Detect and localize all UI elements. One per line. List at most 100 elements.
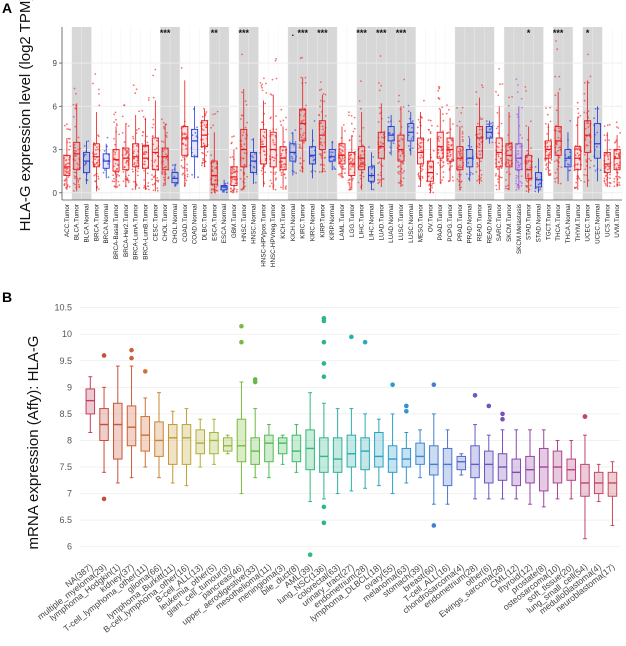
data-point <box>437 138 440 140</box>
data-point <box>263 182 266 185</box>
data-point <box>318 171 321 173</box>
data-point <box>289 141 291 144</box>
data-point <box>615 167 618 170</box>
data-point <box>270 182 273 185</box>
data-point <box>166 132 169 134</box>
data-point <box>186 175 189 178</box>
data-point <box>283 173 286 176</box>
data-point <box>579 114 582 117</box>
box-b-melanoma(63) <box>401 447 412 468</box>
data-point <box>103 169 106 171</box>
panel-b-letter: B <box>2 289 12 305</box>
data-point <box>173 175 176 178</box>
data-point <box>263 131 266 134</box>
data-point <box>180 165 183 167</box>
data-point <box>500 176 503 179</box>
data-point <box>270 171 272 174</box>
data-point <box>557 136 560 139</box>
data-point <box>114 143 116 146</box>
data-point <box>517 164 520 167</box>
data-point <box>516 113 519 116</box>
data-point <box>162 160 165 163</box>
data-point <box>344 168 346 170</box>
data-point <box>441 165 444 168</box>
data-point <box>342 146 344 148</box>
data-point <box>339 172 341 175</box>
data-point <box>399 154 402 157</box>
data-point <box>359 158 362 161</box>
data-point <box>67 172 70 175</box>
box-COAD.Normal <box>191 128 199 158</box>
y-axis-label-b: mRNA expression (Affy): HLA-G <box>25 336 42 550</box>
data-point <box>467 145 470 147</box>
data-point <box>155 147 158 150</box>
data-point <box>505 179 507 181</box>
data-point <box>193 154 196 157</box>
data-point <box>545 164 547 167</box>
data-point <box>152 96 155 99</box>
outlier-point <box>101 496 107 502</box>
data-point <box>156 177 159 179</box>
data-point <box>451 176 454 178</box>
data-point <box>478 146 481 149</box>
data-point <box>182 143 184 146</box>
data-point <box>245 104 248 106</box>
data-point <box>74 147 76 149</box>
data-point <box>545 168 547 171</box>
data-point <box>145 151 148 154</box>
data-point <box>293 171 295 173</box>
data-point <box>488 128 491 131</box>
category-label-a: PCPG.Tumor <box>447 204 454 242</box>
data-point <box>231 141 233 144</box>
data-point <box>138 187 141 189</box>
data-point <box>467 177 470 180</box>
data-point <box>348 111 350 114</box>
data-point <box>118 184 121 187</box>
data-point <box>263 165 266 168</box>
data-point <box>609 173 611 176</box>
data-point <box>205 154 208 157</box>
data-point <box>451 138 453 141</box>
data-point <box>127 156 129 158</box>
data-point <box>165 136 168 138</box>
data-point <box>132 135 134 138</box>
data-point <box>459 154 461 157</box>
data-point <box>519 180 522 183</box>
data-point <box>211 165 214 168</box>
data-point <box>64 179 67 182</box>
data-point <box>118 174 121 177</box>
data-point <box>609 177 611 180</box>
data-point <box>517 166 519 169</box>
data-point <box>402 162 404 164</box>
data-point <box>162 176 165 179</box>
data-point <box>322 93 325 95</box>
data-point <box>537 183 540 186</box>
data-point <box>241 134 244 137</box>
data-point <box>378 161 381 164</box>
data-point <box>147 99 150 101</box>
data-point <box>294 141 297 143</box>
category-label-a: UVM.Tumor <box>614 204 621 238</box>
data-point <box>231 178 234 181</box>
data-point <box>457 166 460 169</box>
data-point <box>499 176 502 179</box>
data-point <box>272 141 275 144</box>
data-point <box>98 93 100 95</box>
data-point <box>352 165 354 168</box>
data-point <box>239 169 242 172</box>
data-point <box>421 177 424 179</box>
box-HNSC.Normal <box>250 151 258 174</box>
data-point <box>546 133 549 135</box>
data-point <box>235 190 238 193</box>
data-point <box>446 104 448 106</box>
data-point <box>302 134 304 137</box>
box-b-stomach(39) <box>415 442 425 465</box>
data-point <box>203 144 206 147</box>
data-point <box>399 170 401 173</box>
data-point <box>279 169 281 172</box>
data-point <box>555 159 558 162</box>
data-point <box>97 159 100 162</box>
data-point <box>180 67 183 69</box>
data-point <box>462 140 464 143</box>
data-point <box>594 107 597 110</box>
